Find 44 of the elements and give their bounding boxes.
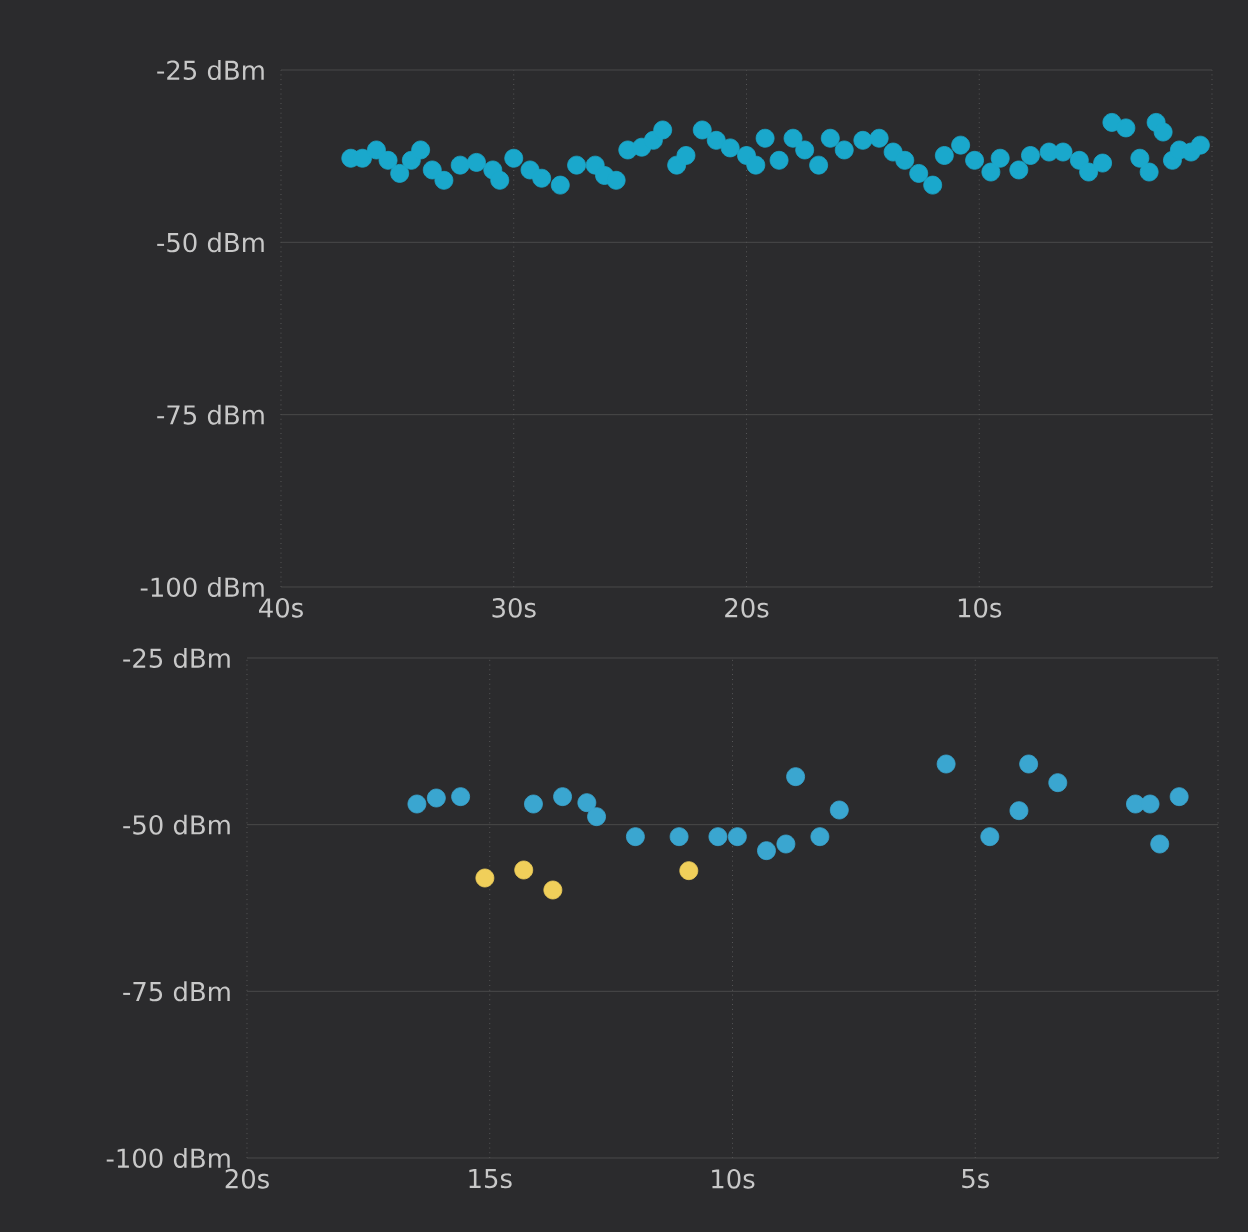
point [625,827,645,847]
point [936,754,956,774]
x-tick-label: 20s [225,1169,269,1189]
point [451,787,471,807]
y-tick-label: -25 dBm [123,647,230,669]
y-tick-label: -75 dBm [157,404,264,425]
x-tick-label: 30s [492,598,536,618]
y-tick-label: -75 dBm [123,981,230,1002]
point [1009,801,1029,821]
point [553,787,572,807]
point [786,767,806,787]
x-tick-label: 15s [469,1169,512,1189]
point [1048,773,1068,793]
point [587,807,606,827]
point [475,868,495,888]
point [757,841,776,861]
point [829,800,849,820]
point [776,834,796,854]
point [1150,834,1170,854]
point [1019,754,1039,774]
point [426,788,446,808]
point [980,827,1000,847]
point [514,860,534,880]
x-tick-label: 10s [712,1169,755,1189]
x-tick-label: 5s [962,1169,989,1189]
y-tick-label: -50 dBm [157,232,264,253]
y-tick-label: -25 dBm [157,59,264,81]
x-tick-label: 10s [958,598,1002,618]
point [543,880,563,900]
point [679,861,699,881]
point [727,827,747,847]
point [1169,787,1189,807]
point [669,827,689,847]
x-tick-label: 40s [259,598,303,618]
point [708,827,728,847]
point [407,794,427,814]
point [524,794,543,814]
point [810,827,830,847]
y-tick-label: -100 dBm [140,576,264,598]
y-tick-label: -50 dBm [123,814,230,835]
point [1140,794,1160,814]
y-tick-label: -100 dBm [106,1147,230,1169]
point [577,793,597,813]
x-tick-label: 20s [725,598,769,618]
